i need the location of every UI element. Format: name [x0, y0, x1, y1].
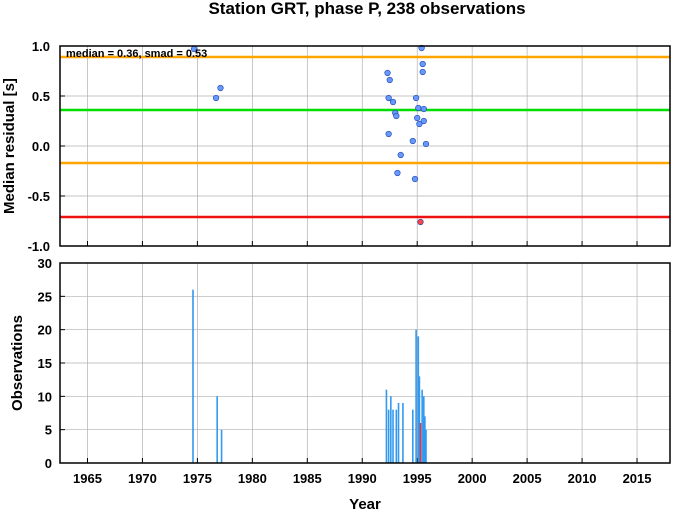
observation-bar: [397, 403, 400, 463]
residual-y-tick-label: 1.0: [32, 39, 50, 54]
residual-point: [386, 76, 393, 84]
residual-y-tick-label: 0.0: [32, 139, 50, 154]
observation-bar: [412, 409, 414, 463]
residual-point: [419, 60, 426, 68]
residual-point: [420, 117, 427, 125]
observations-y-tick-label: 10: [38, 389, 52, 404]
residual-frame: [59, 45, 671, 247]
x-axis-label: Year: [349, 496, 381, 511]
residual-point: [416, 120, 423, 128]
observations-y-ticks: 30 25 20 15 10 5 0: [38, 256, 52, 471]
residual-points: [190, 44, 430, 226]
year-tick-label: 1980: [238, 471, 267, 486]
residual-y-axis-label: Median residual [s]: [1, 78, 18, 214]
residual-point: [385, 94, 392, 102]
residual-y-tick-label: 0.5: [32, 89, 50, 104]
observation-bar: [402, 403, 404, 463]
residual-y-tick-label: -0.5: [28, 189, 50, 204]
observation-bar: [395, 409, 398, 463]
year-tick-label: 1985: [293, 471, 322, 486]
residual-point: [394, 169, 401, 177]
residual-point: [389, 98, 397, 106]
observation-bar: [425, 429, 427, 463]
residual-y-tick-label: -1.0: [28, 239, 50, 254]
observations-y-tick-label: 20: [38, 323, 52, 338]
median-smad-annotation: median = 0.36, smad = 0.53: [66, 48, 207, 60]
observation-bar: [417, 336, 420, 463]
residual-point: [217, 84, 224, 92]
year-tick-label: 2015: [623, 471, 652, 486]
residual-point: [413, 94, 420, 102]
observation-bar: [392, 409, 394, 463]
residual-point: [393, 112, 400, 120]
residual-panel: median = 0.36, smad = 0.53 1.0 0.5 0.0 -0.5…: [1, 39, 671, 254]
observations-y-axis-label: Observations: [9, 315, 26, 411]
observation-bar: [421, 389, 423, 463]
observations-y-tick-label: 30: [38, 256, 52, 271]
observation-bar: [216, 396, 218, 463]
year-tick-label: 1995: [403, 471, 432, 486]
year-tick-label: 1970: [128, 471, 157, 486]
observation-bar: [220, 429, 223, 463]
observations-y-tick-label: 0: [45, 456, 52, 471]
residual-point: [385, 130, 392, 138]
residual-y-ticks: 1.0 0.5 0.0 -0.5 -1.0: [28, 39, 50, 254]
observation-bar: [415, 329, 417, 463]
residual-reference-lines: [60, 55, 670, 219]
observation-bar: [424, 416, 426, 463]
year-tick-label: 1990: [348, 471, 377, 486]
residual-point: [419, 68, 426, 76]
observation-bar: [390, 396, 392, 463]
year-tick-label: 1975: [183, 471, 212, 486]
observations-frame: [59, 262, 671, 464]
year-x-ticks: 1965 1970 1975 1980 1985 1990 1995 2000 2005 2010…: [73, 471, 651, 486]
year-tick-label: 1965: [73, 471, 102, 486]
observation-bar: [387, 409, 390, 463]
observation-bar: [419, 423, 422, 463]
observations-y-tick-label: 25: [38, 289, 52, 304]
residual-point: [420, 105, 427, 113]
observations-bars: [192, 289, 427, 463]
observation-bar: [385, 389, 388, 463]
residual-point: [411, 175, 419, 183]
observation-bar: [418, 376, 421, 463]
observations-y-tick-label: 15: [38, 356, 52, 371]
observation-bar: [423, 396, 425, 463]
year-tick-label: 2010: [568, 471, 597, 486]
residual-point: [409, 137, 416, 145]
chart-title: Station GRT, phase P, 238 observations: [208, 0, 525, 18]
residual-point: [422, 140, 430, 148]
year-tick-label: 2000: [458, 471, 487, 486]
year-tick-label: 2005: [513, 471, 542, 486]
observation-bar: [192, 289, 194, 463]
residual-point: [212, 94, 220, 102]
observations-y-tick-label: 5: [45, 423, 52, 438]
residual-point: [384, 69, 391, 77]
residual-point: [414, 114, 421, 122]
residual-point: [415, 104, 422, 112]
residual-point: [417, 218, 424, 226]
residual-point: [397, 151, 404, 159]
